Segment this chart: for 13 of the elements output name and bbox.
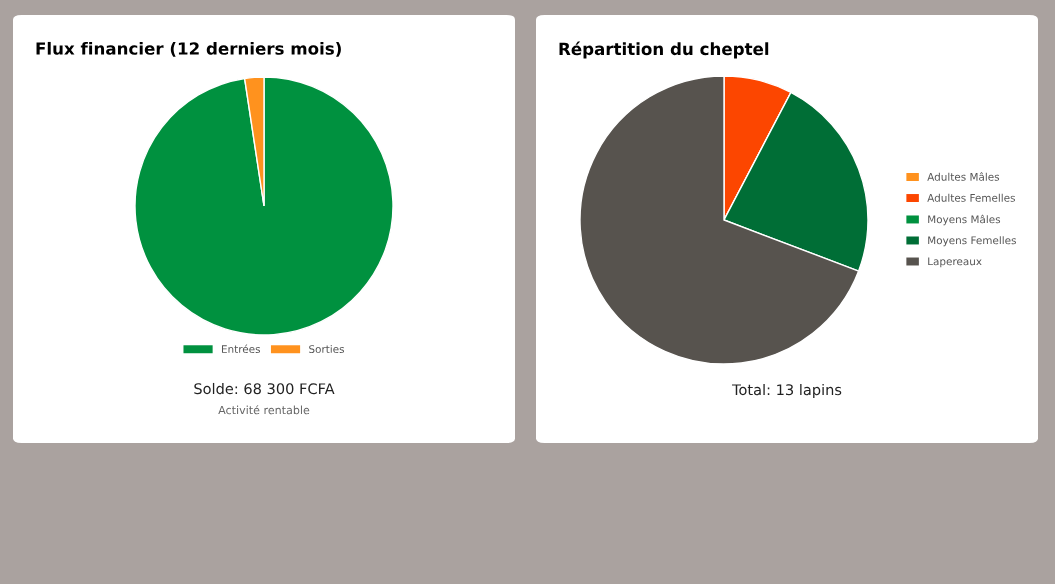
legend-label: Moyens Femelles — [928, 236, 1016, 247]
legend-label: Moyens Mâles — [928, 214, 1001, 226]
text: Activité rentable — [218, 405, 310, 415]
chart-title: Flux financier (12 derniers mois) — [36, 41, 341, 57]
chart-title: Répartition du cheptel — [559, 41, 769, 59]
pie-slice — [134, 76, 394, 336]
legend-label: Adultes Femelles — [927, 193, 1015, 202]
legend-label: Sorties — [309, 344, 345, 354]
legend-label: Entrées — [221, 344, 261, 354]
legend-label: Lapereaux — [928, 257, 982, 268]
legend-label: Adultes Mâles — [927, 172, 1000, 181]
text: Total: 13 lapins — [731, 383, 842, 399]
text: Solde: 68 300 FCFA — [194, 382, 335, 395]
